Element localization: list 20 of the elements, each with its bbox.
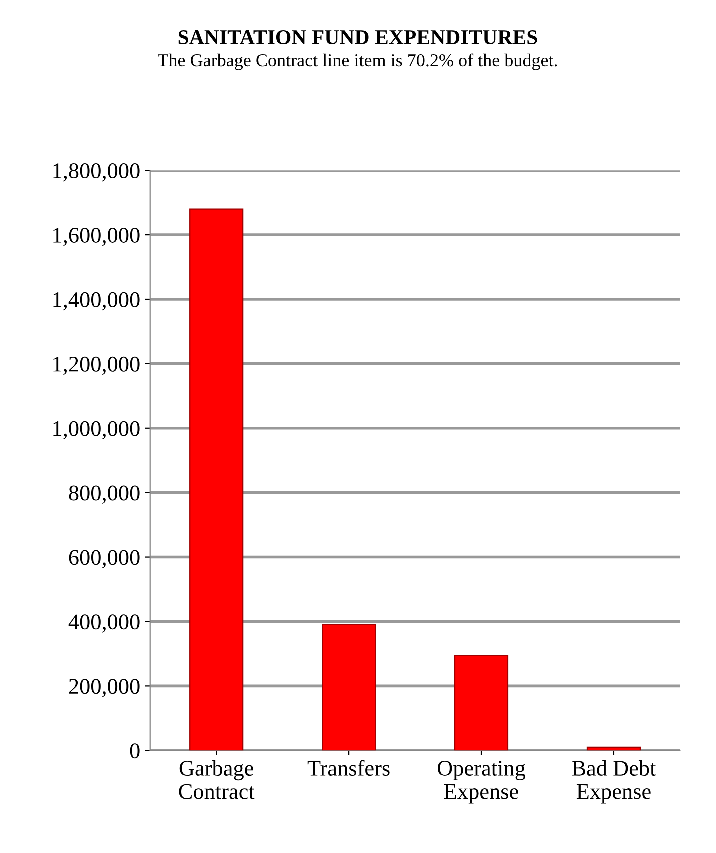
chart-subtitle: The Garbage Contract line item is 70.2% of the budget. <box>158 54 558 70</box>
chart-title: SANITATION FUND EXPENDITURES <box>178 30 538 45</box>
bar <box>190 208 244 751</box>
x-tick-label: Garbage Contract <box>179 760 255 800</box>
y-tick-label: 1,600,000 <box>54 228 140 246</box>
bar <box>322 624 376 751</box>
y-tick-label: 1,200,000 <box>54 356 140 376</box>
y-tick-label: 800,000 <box>69 486 140 504</box>
y-tick-label: 1,400,000 <box>54 292 140 311</box>
y-tick-label: 1,000,000 <box>54 421 140 440</box>
x-tick-label: Bad Debt Expense <box>572 760 656 804</box>
x-tick-label: Operating Expense <box>438 761 526 804</box>
y-tick-label: 400,000 <box>68 614 140 633</box>
x-tick-label: Transfers <box>308 760 390 776</box>
y-tick-label: 1,800,000 <box>54 164 140 182</box>
bar <box>454 655 509 751</box>
y-tick-label: 200,000 <box>69 679 140 698</box>
y-tick-label: 600,000 <box>69 550 140 568</box>
bar <box>586 746 642 751</box>
y-tick-label: 0 <box>130 744 140 759</box>
